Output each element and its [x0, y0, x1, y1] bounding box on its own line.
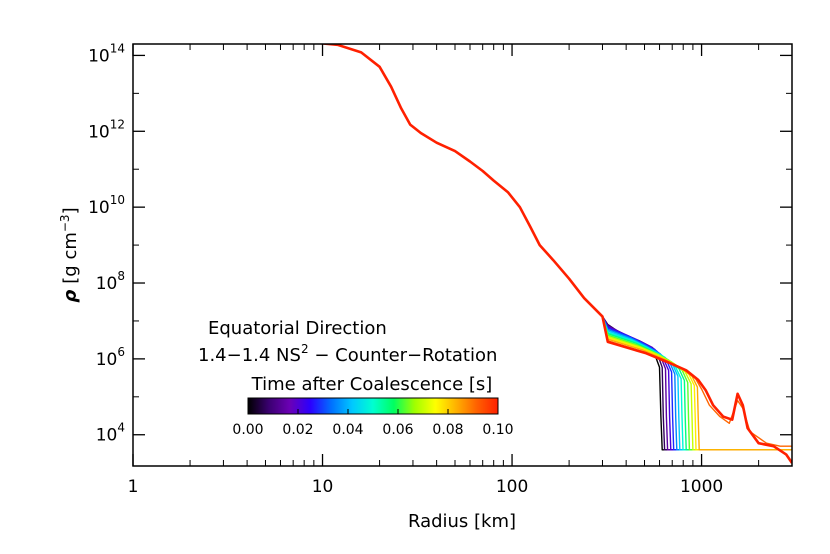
- ticks-layer: 1 10 100 1000 104 106 108 1010 1012 1014: [88, 41, 793, 497]
- colorbar: Time after Coalescence [s] 0.00 0.02 0.04 0…: [232, 374, 513, 438]
- series-layer: [314, 44, 792, 464]
- colorbar-tick-label: 0.06: [382, 422, 413, 438]
- x-tick-label: 1: [128, 477, 139, 497]
- x-tick-label: 10: [312, 477, 334, 497]
- colorbar-tick-label: 0.04: [332, 422, 363, 438]
- y-tick-label: 1014: [88, 41, 125, 66]
- annotation-line-2-sup: 2: [301, 342, 309, 356]
- annotation-line-1: Equatorial Direction: [208, 318, 387, 339]
- colorbar-tick-label: 0.08: [432, 422, 463, 438]
- y-axis-symbol: ρ: [60, 290, 81, 303]
- series-line: [314, 44, 792, 464]
- y-tick-label: 104: [96, 421, 125, 446]
- y-axis-units-close: ]: [60, 207, 81, 214]
- colorbar-ticks: 0.00 0.02 0.04 0.06 0.08 0.10: [232, 409, 514, 438]
- annotation: Equatorial Direction 1.4−1.4 NS2 − Count…: [198, 318, 497, 366]
- annotation-line-2-main: 1.4−1.4 NS: [198, 345, 301, 366]
- y-tick-label: 1010: [88, 193, 125, 218]
- plot-frame: [132, 43, 793, 467]
- annotation-line-2: 1.4−1.4 NS2 − Counter−Rotation: [198, 342, 497, 366]
- colorbar-title: Time after Coalescence [s]: [251, 374, 493, 395]
- annotation-line-2-rest: − Counter−Rotation: [309, 345, 498, 366]
- y-tick-label: 106: [96, 345, 125, 370]
- y-tick-label: 108: [96, 269, 125, 294]
- x-tick-label: 100: [496, 477, 528, 497]
- x-tick-label: 1000: [680, 477, 723, 497]
- colorbar-tick-label: 0.10: [482, 422, 513, 438]
- y-axis-title: ρ [g cm−3]: [58, 207, 81, 302]
- colorbar-tick-label: 0.02: [282, 422, 313, 438]
- colorbar-tick-label: 0.00: [232, 422, 263, 438]
- x-axis-title: Radius [km]: [408, 511, 516, 532]
- y-axis-units-exp: −3: [58, 214, 72, 232]
- colorbar-gradient: [247, 397, 499, 415]
- y-axis-units: [g cm: [60, 232, 81, 284]
- y-tick-label: 1012: [88, 117, 125, 142]
